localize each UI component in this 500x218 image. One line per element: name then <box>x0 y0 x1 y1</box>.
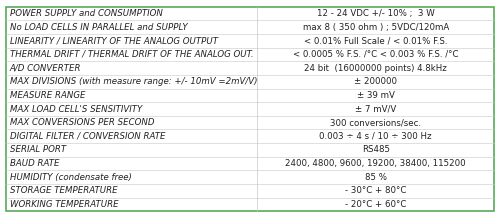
Text: ± 7 mV/V: ± 7 mV/V <box>355 104 397 114</box>
Text: THERMAL DRIFT / THERMAL DRIFT OF THE ANALOG OUT.: THERMAL DRIFT / THERMAL DRIFT OF THE ANA… <box>10 50 253 59</box>
Text: 2400, 4800, 9600, 19200, 38400, 115200: 2400, 4800, 9600, 19200, 38400, 115200 <box>286 159 466 168</box>
Text: ± 39 mV: ± 39 mV <box>356 91 395 100</box>
Text: No LOAD CELLS IN PARALLEL and SUPPLY: No LOAD CELLS IN PARALLEL and SUPPLY <box>10 22 187 32</box>
Text: STORAGE TEMPERATURE: STORAGE TEMPERATURE <box>10 186 117 196</box>
Text: < 0.0005 % F.S. /°C < 0.003 % F.S. /°C: < 0.0005 % F.S. /°C < 0.003 % F.S. /°C <box>293 50 458 59</box>
Text: WORKING TEMPERATURE: WORKING TEMPERATURE <box>10 200 118 209</box>
Text: MAX LOAD CELL'S SENSITIVITY: MAX LOAD CELL'S SENSITIVITY <box>10 104 142 114</box>
Text: 85 %: 85 % <box>364 173 386 182</box>
Text: 300 conversions/sec.: 300 conversions/sec. <box>330 118 421 127</box>
Text: BAUD RATE: BAUD RATE <box>10 159 59 168</box>
Text: LINEARITY / LINEARITY OF THE ANALOG OUTPUT: LINEARITY / LINEARITY OF THE ANALOG OUTP… <box>10 36 218 45</box>
Text: < 0.01% Full Scale / < 0.01% F.S.: < 0.01% Full Scale / < 0.01% F.S. <box>304 36 448 45</box>
Text: 24 bit  (16000000 points) 4.8kHz: 24 bit (16000000 points) 4.8kHz <box>304 63 447 73</box>
Text: MEASURE RANGE: MEASURE RANGE <box>10 91 85 100</box>
Text: MAX CONVERSIONS PER SECOND: MAX CONVERSIONS PER SECOND <box>10 118 154 127</box>
Text: 12 - 24 VDC +/- 10% ;  3 W: 12 - 24 VDC +/- 10% ; 3 W <box>317 9 434 18</box>
Text: max 8 ( 350 ohm ) ; 5VDC/120mA: max 8 ( 350 ohm ) ; 5VDC/120mA <box>302 22 449 32</box>
Text: MAX DIVISIONS (with measure range: +/- 10mV =2mV/V): MAX DIVISIONS (with measure range: +/- 1… <box>10 77 257 86</box>
Text: - 30°C + 80°C: - 30°C + 80°C <box>345 186 406 196</box>
Text: - 20°C + 60°C: - 20°C + 60°C <box>345 200 406 209</box>
Text: POWER SUPPLY and CONSUMPTION: POWER SUPPLY and CONSUMPTION <box>10 9 162 18</box>
Text: DIGITAL FILTER / CONVERSION RATE: DIGITAL FILTER / CONVERSION RATE <box>10 132 165 141</box>
Text: A/D CONVERTER: A/D CONVERTER <box>10 63 81 73</box>
Text: ± 200000: ± 200000 <box>354 77 397 86</box>
Text: 0.003 ÷ 4 s / 10 ÷ 300 Hz: 0.003 ÷ 4 s / 10 ÷ 300 Hz <box>320 132 432 141</box>
Text: RS485: RS485 <box>362 145 390 155</box>
Text: SERIAL PORT: SERIAL PORT <box>10 145 66 155</box>
Text: HUMIDITY (condensate free): HUMIDITY (condensate free) <box>10 173 132 182</box>
